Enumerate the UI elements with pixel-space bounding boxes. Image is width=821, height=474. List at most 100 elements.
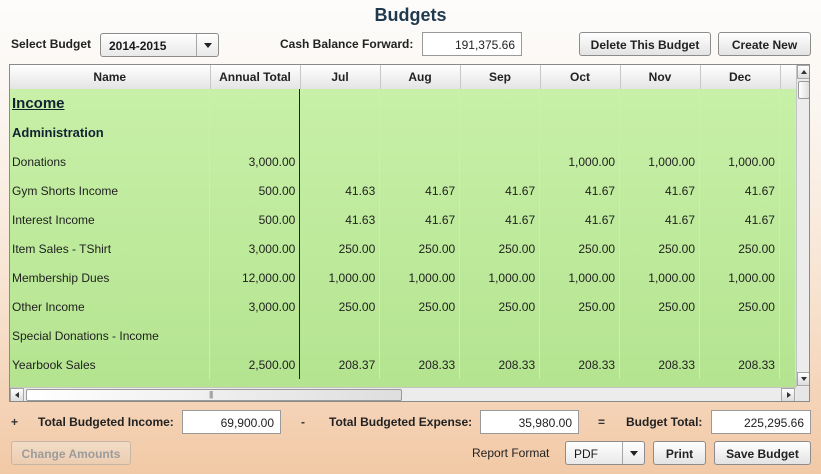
cell-sep[interactable]: 1,000.00 bbox=[459, 263, 541, 292]
print-button[interactable]: Print bbox=[653, 441, 706, 465]
cell-aug[interactable]: 41.67 bbox=[379, 205, 461, 234]
cell-sep[interactable]: 208.33 bbox=[459, 350, 541, 379]
cell-oct[interactable] bbox=[539, 89, 621, 118]
cell-sep[interactable] bbox=[459, 89, 541, 118]
table-row[interactable]: Membership Dues 12,000.00 1,000.00 1,000.00… bbox=[10, 263, 796, 292]
create-new-button[interactable]: Create New bbox=[718, 32, 811, 56]
cell-nov[interactable]: 41.67 bbox=[619, 205, 701, 234]
cell-annual-total[interactable]: 3,000.00 bbox=[209, 234, 301, 263]
cell-dec[interactable]: 41.67 bbox=[699, 176, 780, 205]
report-format-select[interactable]: PDF bbox=[565, 441, 645, 465]
horizontal-scrollbar[interactable]: ||| bbox=[10, 387, 796, 401]
table-row[interactable]: Donations 3,000.00 1,000.00 1,000.00 1,000.0… bbox=[10, 147, 796, 176]
column-header-oct[interactable]: Oct bbox=[540, 65, 621, 90]
cell-jul[interactable]: 250.00 bbox=[299, 234, 381, 263]
cell-sep[interactable]: 41.67 bbox=[459, 176, 541, 205]
cell-sep[interactable] bbox=[459, 147, 541, 176]
triangle-right-icon[interactable] bbox=[781, 388, 795, 401]
cell-sep[interactable] bbox=[459, 321, 541, 350]
cell-annual-total[interactable]: 500.00 bbox=[209, 205, 301, 234]
cell-jul[interactable]: 41.63 bbox=[299, 176, 381, 205]
vertical-scroll-thumb[interactable] bbox=[798, 81, 809, 99]
cell-annual-total[interactable] bbox=[209, 118, 301, 147]
cell-aug[interactable]: 41.67 bbox=[379, 176, 461, 205]
table-row[interactable]: Special Donations - Income bbox=[10, 321, 796, 350]
cell-dec[interactable]: 1,000.00 bbox=[699, 147, 780, 176]
triangle-up-icon[interactable] bbox=[797, 65, 809, 79]
column-header-nov[interactable]: Nov bbox=[620, 65, 701, 90]
table-row[interactable]: Other Income 3,000.00 250.00 250.00 250.00 25… bbox=[10, 292, 796, 321]
cell-dec[interactable]: 250.00 bbox=[699, 234, 780, 263]
triangle-down-icon[interactable] bbox=[797, 372, 809, 386]
cell-nov[interactable]: 1,000.00 bbox=[619, 147, 701, 176]
cell-annual-total[interactable]: 2,500.00 bbox=[209, 350, 301, 379]
save-budget-button[interactable]: Save Budget bbox=[714, 441, 811, 465]
cell-dec[interactable]: 41.67 bbox=[699, 205, 780, 234]
chevron-down-icon[interactable] bbox=[196, 34, 218, 56]
cell-nov[interactable] bbox=[619, 89, 701, 118]
column-header-dec[interactable]: Dec bbox=[700, 65, 781, 90]
horizontal-scroll-thumb[interactable]: ||| bbox=[26, 389, 402, 401]
cell-dec[interactable] bbox=[699, 118, 780, 147]
cell-jul[interactable]: 208.37 bbox=[299, 350, 381, 379]
cell-nov[interactable] bbox=[619, 118, 701, 147]
delete-budget-button[interactable]: Delete This Budget bbox=[579, 32, 711, 56]
cell-sep[interactable] bbox=[459, 118, 541, 147]
budget-grid[interactable]: Name Annual Total Jul Aug Sep Oct Nov Dec Incom… bbox=[9, 64, 810, 402]
cell-annual-total[interactable] bbox=[209, 89, 301, 118]
cell-oct[interactable] bbox=[539, 118, 621, 147]
cell-sep[interactable]: 250.00 bbox=[459, 292, 541, 321]
cell-oct[interactable]: 1,000.00 bbox=[539, 263, 621, 292]
cell-aug[interactable]: 208.33 bbox=[379, 350, 461, 379]
cell-aug[interactable]: 250.00 bbox=[379, 234, 461, 263]
cell-nov[interactable]: 250.00 bbox=[619, 292, 701, 321]
cell-annual-total[interactable]: 500.00 bbox=[209, 176, 301, 205]
chevron-down-icon[interactable] bbox=[622, 442, 644, 464]
triangle-left-icon[interactable] bbox=[10, 388, 24, 401]
cell-dec[interactable]: 208.33 bbox=[699, 350, 780, 379]
cell-aug[interactable]: 1,000.00 bbox=[379, 263, 461, 292]
cell-nov[interactable]: 41.67 bbox=[619, 176, 701, 205]
cell-oct[interactable]: 250.00 bbox=[539, 292, 621, 321]
cell-nov[interactable]: 208.33 bbox=[619, 350, 701, 379]
table-row[interactable]: Item Sales - TShirt 3,000.00 250.00 250.00 2… bbox=[10, 234, 796, 263]
cell-nov[interactable] bbox=[619, 321, 701, 350]
cell-jul[interactable]: 1,000.00 bbox=[299, 263, 381, 292]
cell-annual-total[interactable] bbox=[209, 321, 301, 350]
column-header-sep[interactable]: Sep bbox=[460, 65, 541, 90]
cell-annual-total[interactable]: 12,000.00 bbox=[209, 263, 301, 292]
column-header-name[interactable]: Name bbox=[10, 65, 211, 90]
table-row[interactable]: Administration bbox=[10, 118, 796, 147]
cell-jul[interactable] bbox=[299, 147, 381, 176]
cell-oct[interactable] bbox=[539, 321, 621, 350]
cell-jul[interactable]: 41.63 bbox=[299, 205, 381, 234]
cell-jul[interactable] bbox=[299, 321, 381, 350]
cell-oct[interactable]: 1,000.00 bbox=[539, 147, 621, 176]
column-header-aug[interactable]: Aug bbox=[380, 65, 461, 90]
cell-annual-total[interactable]: 3,000.00 bbox=[209, 292, 301, 321]
cell-dec[interactable] bbox=[699, 321, 780, 350]
vertical-scrollbar[interactable] bbox=[796, 65, 809, 387]
cell-dec[interactable] bbox=[699, 89, 780, 118]
change-amounts-button[interactable]: Change Amounts bbox=[11, 441, 131, 465]
cell-aug[interactable] bbox=[379, 321, 461, 350]
table-row[interactable]: Income bbox=[10, 89, 796, 118]
cell-oct[interactable]: 208.33 bbox=[539, 350, 621, 379]
cell-nov[interactable]: 250.00 bbox=[619, 234, 701, 263]
cell-sep[interactable]: 41.67 bbox=[459, 205, 541, 234]
cell-jul[interactable] bbox=[299, 89, 381, 118]
column-header-jul[interactable]: Jul bbox=[300, 65, 381, 90]
cell-jul[interactable]: 250.00 bbox=[299, 292, 381, 321]
cell-aug[interactable] bbox=[379, 147, 461, 176]
table-row[interactable]: Interest Income 500.00 41.63 41.67 41.67 41.6… bbox=[10, 205, 796, 234]
cell-dec[interactable]: 250.00 bbox=[699, 292, 780, 321]
cell-oct[interactable]: 41.67 bbox=[539, 205, 621, 234]
column-header-annual-total[interactable]: Annual Total bbox=[210, 65, 301, 90]
cell-aug[interactable] bbox=[379, 118, 461, 147]
budget-select[interactable]: 2014-2015 bbox=[100, 33, 219, 57]
table-row[interactable]: Yearbook Sales 2,500.00 208.37 208.33 208.33… bbox=[10, 350, 796, 379]
table-row[interactable]: Gym Shorts Income 500.00 41.63 41.67 41.67 41… bbox=[10, 176, 796, 205]
cell-nov[interactable]: 1,000.00 bbox=[619, 263, 701, 292]
cell-oct[interactable]: 41.67 bbox=[539, 176, 621, 205]
cell-aug[interactable] bbox=[379, 89, 461, 118]
